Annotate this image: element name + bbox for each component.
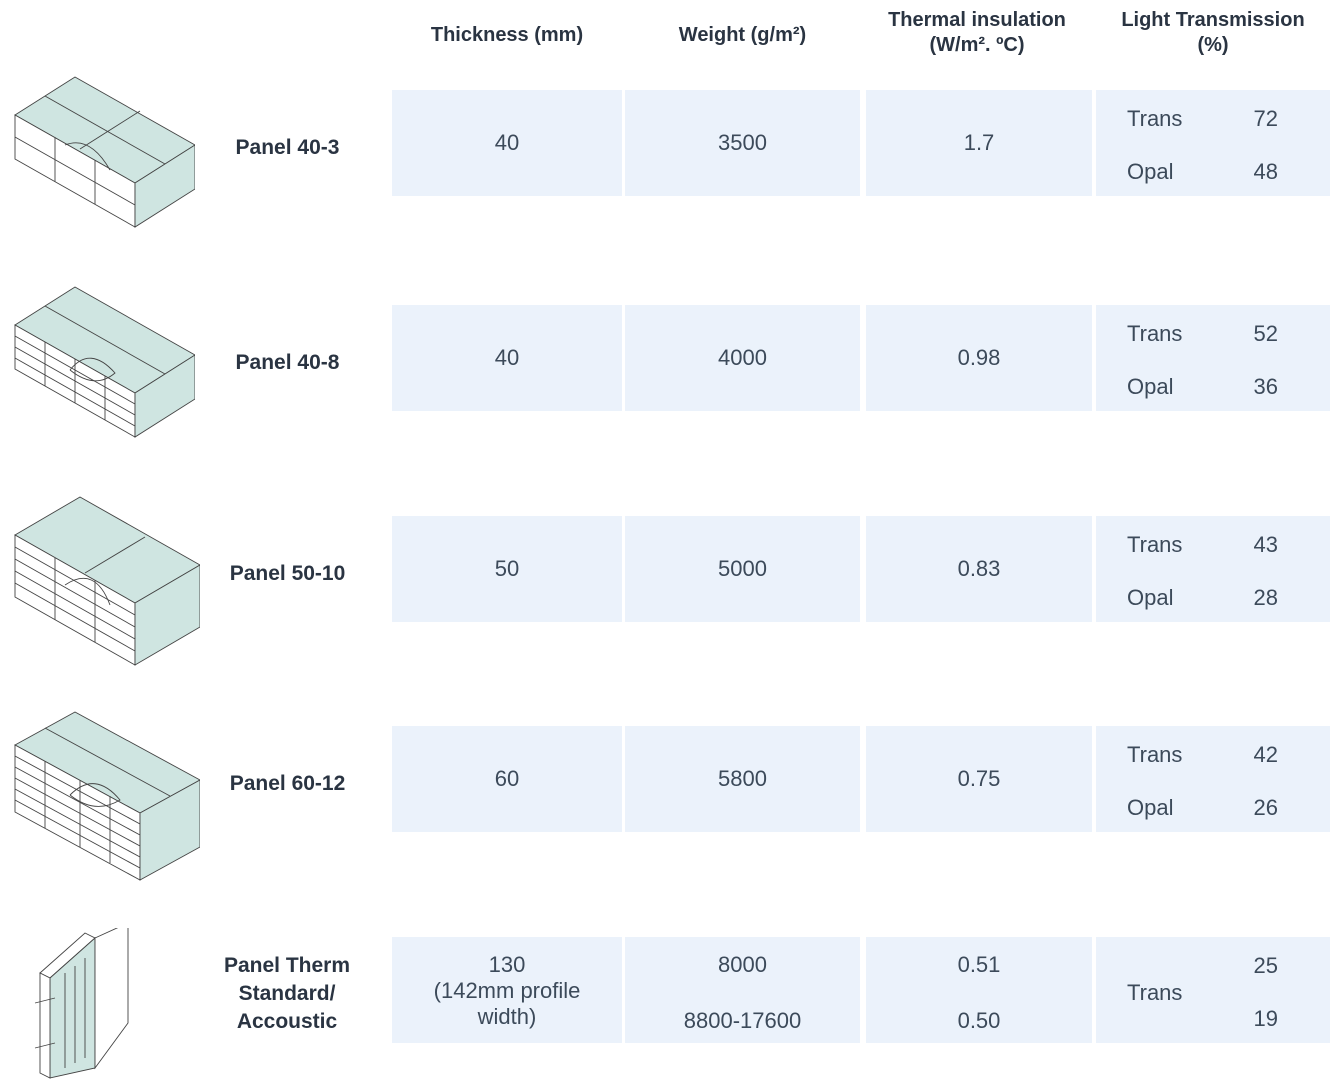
light-value: 28 — [1253, 585, 1278, 610]
panel-50-10-illustration — [10, 495, 201, 675]
therm-name-line1: Panel Therm — [223, 954, 351, 977]
light-cell: Trans 72 Opal 48 — [1096, 90, 1330, 196]
light-cell: Trans 52 Opal 36 — [1096, 305, 1330, 411]
light-label: Opal — [1127, 585, 1174, 610]
row-name: Panel 40-8 — [235, 351, 340, 374]
thickness-cell: 40 — [392, 305, 622, 411]
thermal-cell: 0.98 — [866, 305, 1092, 411]
light-value: 72 — [1253, 106, 1278, 131]
panel-40-8-illustration — [10, 285, 196, 450]
thermal-cell: 0.51 0.50 — [866, 937, 1092, 1043]
header-thickness: Thickness (mm) — [430, 24, 584, 46]
light-value: 36 — [1253, 374, 1278, 399]
light-value: 48 — [1253, 159, 1278, 184]
light-label: Opal — [1127, 159, 1174, 184]
header-thermal: Thermal insulation (W/m². ºC) — [862, 8, 1092, 58]
thermal-cell: 0.83 — [866, 516, 1092, 622]
panel-60-12-illustration — [10, 710, 201, 890]
header-light-line2: (%) — [1197, 34, 1229, 56]
light-value: 25 — [1253, 953, 1278, 978]
light-label: Trans — [1127, 321, 1183, 346]
row-name-therm: Panel Therm Standard/ Accoustic — [202, 952, 372, 1036]
light-cell: Trans 43 Opal 28 — [1096, 516, 1330, 622]
thermal-cell: 1.7 — [866, 90, 1092, 196]
thickness-cell: 130 (142mm profile width) — [392, 937, 622, 1043]
header-weight: Weight (g/m²) — [678, 24, 807, 46]
light-value: 52 — [1253, 321, 1278, 346]
light-cell: Trans 25 19 — [1096, 937, 1330, 1043]
therm-name-line2: Standard/ — [238, 982, 336, 1005]
light-value: 42 — [1253, 742, 1278, 767]
weight-cell: 5000 — [625, 516, 860, 622]
weight-cell: 3500 — [625, 90, 860, 196]
light-cell: Trans 42 Opal 26 — [1096, 726, 1330, 832]
light-label: Trans — [1127, 532, 1183, 557]
therm-thickness-line3: width) — [477, 1003, 537, 1029]
therm-name-line3: Accoustic — [236, 1010, 338, 1033]
light-value: 26 — [1253, 795, 1278, 820]
panel-40-3-illustration — [10, 75, 196, 240]
row-name: Panel 50-10 — [229, 562, 346, 585]
panel-therm-illustration — [20, 922, 135, 1085]
header-light-line1: Light Transmission — [1121, 9, 1305, 31]
thickness-cell: 60 — [392, 726, 622, 832]
light-value: 43 — [1253, 532, 1278, 557]
therm-thickness-line1: 130 — [488, 951, 526, 977]
therm-thermal-accoustic: 0.50 — [957, 1008, 1001, 1033]
light-label: Trans — [1127, 106, 1183, 131]
light-label: Opal — [1127, 795, 1174, 820]
header-thermal-line1: Thermal insulation — [888, 9, 1066, 31]
weight-cell: 5800 — [625, 726, 860, 832]
row-name: Panel 40-3 — [235, 136, 340, 159]
therm-thickness-line2: (142mm profile — [433, 977, 581, 1003]
light-label: Trans — [1127, 980, 1183, 1005]
therm-weight-accoustic: 8800-17600 — [683, 1008, 802, 1033]
light-value: 19 — [1253, 1006, 1278, 1031]
light-label: Opal — [1127, 374, 1174, 399]
weight-cell: 8000 8800-17600 — [625, 937, 860, 1043]
header-thermal-line2: (W/m². ºC) — [929, 34, 1025, 56]
light-label: Trans — [1127, 742, 1183, 767]
thermal-cell: 0.75 — [866, 726, 1092, 832]
thickness-cell: 40 — [392, 90, 622, 196]
row-name: Panel 60-12 — [229, 772, 346, 795]
header-light: Light Transmission (%) — [1096, 8, 1330, 58]
therm-weight-standard: 8000 — [718, 952, 767, 977]
weight-cell: 4000 — [625, 305, 860, 411]
therm-thermal-standard: 0.51 — [957, 952, 1001, 977]
thickness-cell: 50 — [392, 516, 622, 622]
